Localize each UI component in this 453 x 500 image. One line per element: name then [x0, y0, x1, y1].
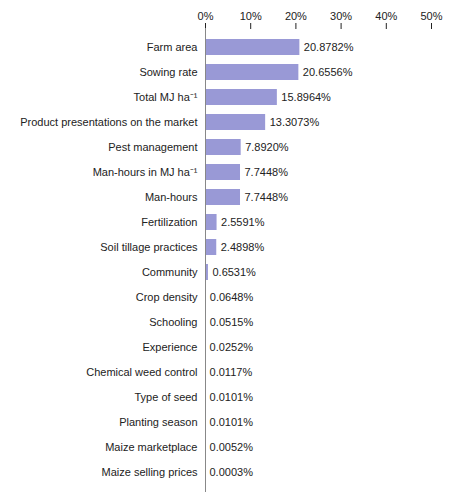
svg-text:20%: 20% — [285, 10, 307, 22]
svg-text:0.0052%: 0.0052% — [210, 441, 254, 453]
svg-text:0.0003%: 0.0003% — [210, 466, 254, 478]
svg-text:Community: Community — [142, 266, 198, 278]
svg-text:Farm area: Farm area — [147, 41, 199, 53]
svg-text:0.0252%: 0.0252% — [210, 341, 254, 353]
svg-text:Pest management: Pest management — [108, 141, 197, 153]
svg-text:15.8964%: 15.8964% — [281, 91, 331, 103]
svg-text:10%: 10% — [240, 10, 262, 22]
svg-text:7.7448%: 7.7448% — [245, 166, 289, 178]
svg-text:30%: 30% — [330, 10, 352, 22]
svg-text:Fertilization: Fertilization — [141, 216, 197, 228]
svg-text:Chemical weed control: Chemical weed control — [86, 366, 197, 378]
svg-text:50%: 50% — [420, 10, 442, 22]
svg-text:Type of seed: Type of seed — [135, 391, 198, 403]
svg-text:Maize selling prices: Maize selling prices — [102, 466, 198, 478]
svg-text:0.0117%: 0.0117% — [210, 366, 253, 378]
svg-text:0.6531%: 0.6531% — [212, 266, 256, 278]
svg-text:2.4898%: 2.4898% — [221, 241, 265, 253]
svg-text:0.0648%: 0.0648% — [210, 291, 254, 303]
svg-text:0.0101%: 0.0101% — [210, 416, 254, 428]
svg-text:Total MJ ha⁻¹: Total MJ ha⁻¹ — [134, 91, 198, 103]
svg-text:20.6556%: 20.6556% — [303, 66, 353, 78]
svg-text:13.3073%: 13.3073% — [270, 116, 320, 128]
svg-text:Product presentations on the m: Product presentations on the market — [20, 116, 197, 128]
svg-text:0.0515%: 0.0515% — [210, 316, 254, 328]
svg-text:Planting season: Planting season — [119, 416, 197, 428]
svg-text:Schooling: Schooling — [149, 316, 197, 328]
svg-text:Crop density: Crop density — [136, 291, 198, 303]
svg-text:Man-hours: Man-hours — [145, 191, 198, 203]
svg-text:Experience: Experience — [142, 341, 197, 353]
svg-text:40%: 40% — [375, 10, 397, 22]
svg-text:Sowing rate: Sowing rate — [139, 66, 197, 78]
svg-text:7.8920%: 7.8920% — [245, 141, 289, 153]
svg-text:Man-hours in MJ ha⁻¹: Man-hours in MJ ha⁻¹ — [93, 166, 198, 178]
svg-text:0%: 0% — [198, 10, 214, 22]
svg-text:Soil tillage practices: Soil tillage practices — [100, 241, 198, 253]
svg-text:7.7448%: 7.7448% — [245, 191, 289, 203]
svg-text:Maize marketplace: Maize marketplace — [105, 441, 197, 453]
svg-text:2.5591%: 2.5591% — [221, 216, 265, 228]
svg-text:20.8782%: 20.8782% — [304, 41, 354, 53]
svg-text:0.0101%: 0.0101% — [210, 391, 254, 403]
